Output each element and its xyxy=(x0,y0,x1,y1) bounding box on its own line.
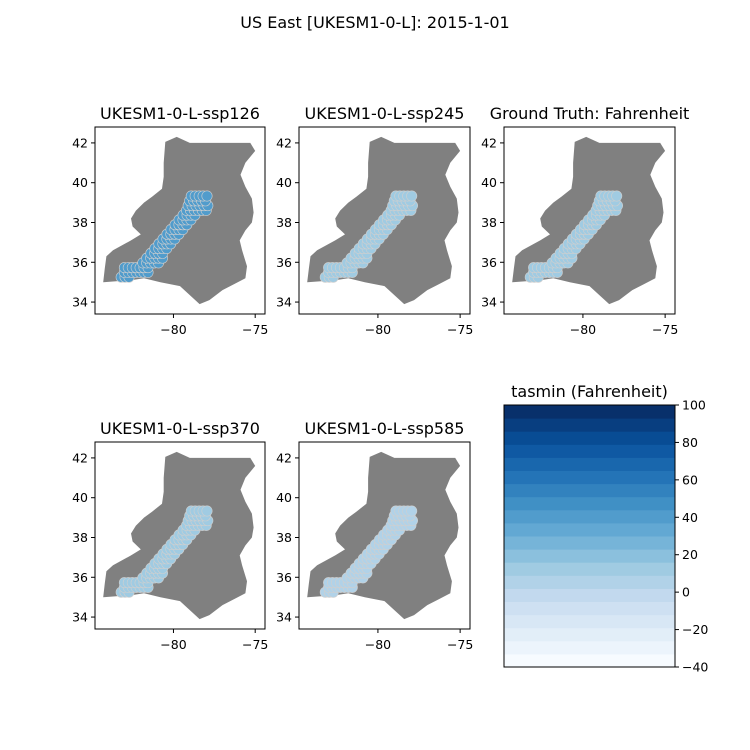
y-tick-label: 34 xyxy=(276,295,292,310)
colorbar-level xyxy=(504,496,675,511)
y-tick-label: 42 xyxy=(276,450,292,465)
map-panel: UKESM1-0-L-ssp245 34 36 38 40 42 −80 −75 xyxy=(276,104,473,337)
colorbar-level xyxy=(504,536,675,550)
colorbar-level xyxy=(504,549,675,563)
colorbar: tasmin (Fahrenheit) 100 80 60 40 20 0 −20 −40 xyxy=(503,382,708,675)
x-tick-label: −80 xyxy=(570,322,596,337)
panel-title: UKESM1-0-L-ssp245 xyxy=(305,104,465,123)
y-tick-label: 42 xyxy=(276,135,292,150)
colorbar-level xyxy=(504,431,675,445)
y-tick-label: 38 xyxy=(276,215,292,230)
y-tick-label: 40 xyxy=(276,175,292,190)
data-point xyxy=(201,190,213,202)
colorbar-tick-label: 60 xyxy=(682,472,698,487)
y-tick-label: 40 xyxy=(276,490,292,505)
x-tick-label: −75 xyxy=(242,637,268,652)
panel-title: UKESM1-0-L-ssp370 xyxy=(100,419,260,438)
colorbar-level xyxy=(504,614,675,629)
y-tick-label: 42 xyxy=(72,450,88,465)
colorbar-tick-label: 0 xyxy=(682,585,690,600)
colorbar-level xyxy=(504,470,675,485)
axes-frame xyxy=(298,441,471,630)
data-point xyxy=(611,190,623,202)
colorbar-title: tasmin (Fahrenheit) xyxy=(511,382,668,401)
y-tick-label: 34 xyxy=(276,610,292,625)
colorbar-frame xyxy=(503,404,676,668)
panel-title: UKESM1-0-L-ssp126 xyxy=(100,104,260,123)
y-tick-label: 34 xyxy=(481,295,497,310)
colorbar-level xyxy=(504,562,675,576)
map-panel: Ground Truth: Fahrenheit 34 36 38 40 42 −80 −75 xyxy=(481,104,689,337)
figure-title: US East [UKESM1-0-L]: 2015-1-01 xyxy=(240,13,509,32)
colorbar-tick-label: −20 xyxy=(682,622,708,637)
y-tick-label: 36 xyxy=(72,570,88,585)
colorbar-level xyxy=(504,457,675,471)
y-tick-label: 38 xyxy=(276,530,292,545)
x-tick-label: −80 xyxy=(365,637,391,652)
y-tick-label: 34 xyxy=(72,295,88,310)
data-point xyxy=(201,505,213,517)
data-point xyxy=(406,190,418,202)
panel-title: Ground Truth: Fahrenheit xyxy=(490,104,690,123)
colorbar-tick-label: −40 xyxy=(682,660,708,675)
x-tick-label: −75 xyxy=(447,637,473,652)
colorbar-level xyxy=(504,509,675,524)
colorbar-level xyxy=(504,588,675,602)
map-panel: UKESM1-0-L-ssp370 34 36 38 40 42 −80 −75 xyxy=(72,419,268,652)
colorbar-tick-label: 100 xyxy=(682,398,706,413)
y-tick-label: 38 xyxy=(72,530,88,545)
y-tick-label: 36 xyxy=(276,570,292,585)
x-tick-label: −80 xyxy=(160,637,186,652)
x-tick-label: −80 xyxy=(365,322,391,337)
colorbar-tick-label: 40 xyxy=(682,510,698,525)
y-tick-label: 36 xyxy=(72,255,88,270)
axes-frame xyxy=(94,441,266,630)
x-tick-label: −80 xyxy=(160,322,186,337)
y-tick-label: 38 xyxy=(481,215,497,230)
colorbar-level xyxy=(504,653,675,668)
colorbar-level xyxy=(504,444,675,458)
colorbar-level xyxy=(504,483,675,498)
y-tick-label: 38 xyxy=(72,215,88,230)
x-tick-label: −75 xyxy=(652,322,678,337)
colorbar-level xyxy=(504,601,675,616)
y-tick-label: 40 xyxy=(72,175,88,190)
colorbar-level xyxy=(504,640,675,655)
map-panel: UKESM1-0-L-ssp126 34 36 38 40 42 −80 −75 xyxy=(72,104,268,337)
data-point xyxy=(406,505,418,517)
y-tick-label: 40 xyxy=(72,490,88,505)
colorbar-level xyxy=(504,627,675,642)
panel-title: UKESM1-0-L-ssp585 xyxy=(305,419,465,438)
colorbar-tick-label: 80 xyxy=(682,435,698,450)
y-tick-label: 36 xyxy=(481,255,497,270)
colorbar-tick-label: 20 xyxy=(682,547,698,562)
colorbar-level xyxy=(504,575,675,589)
axes-frame xyxy=(298,126,471,315)
axes-frame xyxy=(94,126,266,315)
x-tick-label: −75 xyxy=(242,322,268,337)
y-tick-label: 42 xyxy=(481,135,497,150)
y-tick-label: 42 xyxy=(72,135,88,150)
y-tick-label: 36 xyxy=(276,255,292,270)
y-tick-label: 34 xyxy=(72,610,88,625)
colorbar-level xyxy=(504,418,675,432)
colorbar-level xyxy=(504,522,675,537)
colorbar-level xyxy=(504,405,675,419)
y-tick-label: 40 xyxy=(481,175,497,190)
x-tick-label: −75 xyxy=(447,322,473,337)
map-panel: UKESM1-0-L-ssp585 34 36 38 40 42 −80 −75 xyxy=(276,419,473,652)
axes-frame xyxy=(503,126,676,315)
